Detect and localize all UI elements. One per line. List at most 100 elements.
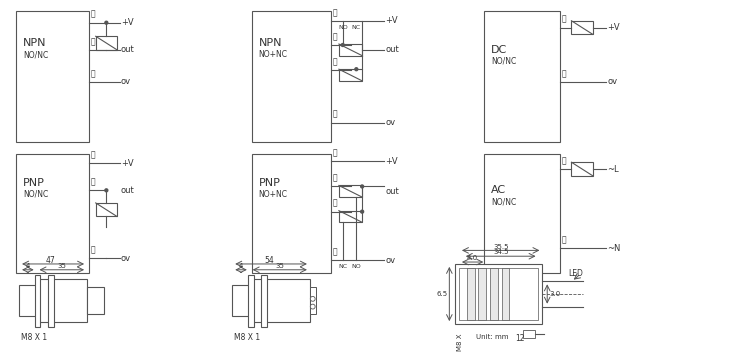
Bar bbox=[232, 285, 250, 316]
Text: 6.5: 6.5 bbox=[436, 291, 447, 297]
Text: M8 X 1: M8 X 1 bbox=[21, 333, 47, 342]
Circle shape bbox=[361, 185, 364, 188]
Bar bbox=[251, 11, 331, 142]
Text: NO: NO bbox=[351, 264, 361, 269]
Text: +V: +V bbox=[121, 18, 133, 27]
Text: ov: ov bbox=[607, 77, 617, 86]
Bar bbox=[251, 154, 331, 273]
Text: 蓝: 蓝 bbox=[561, 236, 567, 245]
Bar bbox=[485, 154, 560, 273]
Text: Unit: mm: Unit: mm bbox=[476, 334, 509, 340]
Circle shape bbox=[310, 296, 315, 301]
Bar bbox=[34, 275, 40, 327]
Text: NPN: NPN bbox=[23, 38, 46, 48]
Bar bbox=[490, 268, 498, 320]
Text: 蓝: 蓝 bbox=[333, 247, 338, 256]
Bar bbox=[455, 264, 542, 324]
Text: ov: ov bbox=[386, 256, 396, 264]
Text: 12: 12 bbox=[515, 334, 525, 343]
Bar bbox=[572, 21, 593, 34]
Bar bbox=[248, 275, 254, 327]
Text: 黒: 黒 bbox=[91, 37, 95, 46]
Text: ov: ov bbox=[386, 118, 396, 127]
Circle shape bbox=[105, 21, 108, 24]
Circle shape bbox=[310, 304, 315, 309]
Text: NO/NC: NO/NC bbox=[491, 57, 516, 66]
Bar bbox=[250, 279, 310, 322]
Text: 35: 35 bbox=[276, 263, 284, 269]
Text: 蓝: 蓝 bbox=[91, 69, 95, 78]
Bar bbox=[87, 287, 104, 314]
Text: 35.5: 35.5 bbox=[493, 244, 509, 250]
Text: NPN: NPN bbox=[259, 38, 282, 48]
Text: PNP: PNP bbox=[23, 178, 45, 187]
Circle shape bbox=[361, 210, 364, 213]
Bar bbox=[572, 162, 593, 176]
Text: 34.5: 34.5 bbox=[493, 249, 509, 255]
Text: NC: NC bbox=[352, 25, 361, 30]
Text: 黒: 黒 bbox=[333, 32, 338, 41]
Text: 4.0: 4.0 bbox=[467, 255, 478, 261]
Text: +V: +V bbox=[386, 157, 398, 166]
Bar bbox=[339, 185, 362, 197]
Text: 3.0: 3.0 bbox=[549, 291, 561, 297]
Text: ~N: ~N bbox=[607, 244, 621, 253]
Text: ~L: ~L bbox=[607, 164, 619, 174]
Bar bbox=[96, 203, 117, 217]
Text: 蓝: 蓝 bbox=[333, 110, 338, 119]
Bar bbox=[48, 275, 54, 327]
Text: out: out bbox=[386, 45, 399, 54]
Bar bbox=[19, 285, 37, 316]
Bar bbox=[16, 11, 89, 142]
Text: 黒: 黒 bbox=[333, 174, 338, 182]
Bar bbox=[467, 268, 474, 320]
Text: NC: NC bbox=[338, 264, 347, 269]
Text: 白: 白 bbox=[333, 57, 338, 66]
Text: DC: DC bbox=[491, 45, 507, 55]
Bar bbox=[262, 275, 268, 327]
Text: 棕: 棕 bbox=[333, 8, 338, 17]
Text: out: out bbox=[121, 45, 135, 54]
Text: NO/NC: NO/NC bbox=[23, 50, 48, 59]
Text: 棕: 棕 bbox=[561, 156, 567, 165]
Circle shape bbox=[105, 189, 108, 192]
Text: ov: ov bbox=[121, 254, 131, 263]
Text: out: out bbox=[121, 186, 135, 195]
Text: 棕: 棕 bbox=[91, 150, 95, 159]
Bar bbox=[310, 287, 316, 314]
Text: 棕: 棕 bbox=[91, 10, 95, 19]
Text: 47: 47 bbox=[45, 256, 55, 264]
Text: PNP: PNP bbox=[259, 178, 280, 187]
Text: ov: ov bbox=[121, 77, 131, 86]
Bar bbox=[479, 268, 486, 320]
Bar bbox=[16, 154, 89, 273]
Text: 蓝: 蓝 bbox=[561, 69, 567, 78]
Text: 白: 白 bbox=[333, 199, 338, 208]
Text: NO: NO bbox=[338, 25, 347, 30]
Text: NO+NC: NO+NC bbox=[259, 50, 287, 59]
Text: NO/NC: NO/NC bbox=[491, 197, 516, 207]
Bar bbox=[96, 36, 117, 50]
Bar bbox=[339, 211, 362, 222]
Bar bbox=[523, 330, 534, 338]
Circle shape bbox=[342, 44, 345, 47]
Text: 4: 4 bbox=[26, 263, 30, 269]
Text: 棕: 棕 bbox=[561, 15, 567, 24]
Text: +V: +V bbox=[607, 23, 620, 32]
Bar bbox=[459, 268, 539, 320]
Text: M8 X: M8 X bbox=[457, 334, 463, 351]
Text: LED: LED bbox=[568, 269, 583, 278]
Bar bbox=[485, 11, 560, 142]
Bar bbox=[339, 44, 362, 56]
Bar bbox=[501, 268, 509, 320]
Text: 黒: 黒 bbox=[91, 178, 95, 186]
Text: 35: 35 bbox=[57, 263, 66, 269]
Text: M8 X 1: M8 X 1 bbox=[235, 333, 260, 342]
Text: 棕: 棕 bbox=[333, 148, 338, 157]
Text: AC: AC bbox=[491, 185, 506, 195]
Text: NO+NC: NO+NC bbox=[259, 190, 287, 199]
Text: NO/NC: NO/NC bbox=[23, 190, 48, 199]
Text: 54: 54 bbox=[265, 256, 274, 264]
Text: out: out bbox=[386, 187, 399, 196]
Text: +V: +V bbox=[121, 159, 133, 168]
